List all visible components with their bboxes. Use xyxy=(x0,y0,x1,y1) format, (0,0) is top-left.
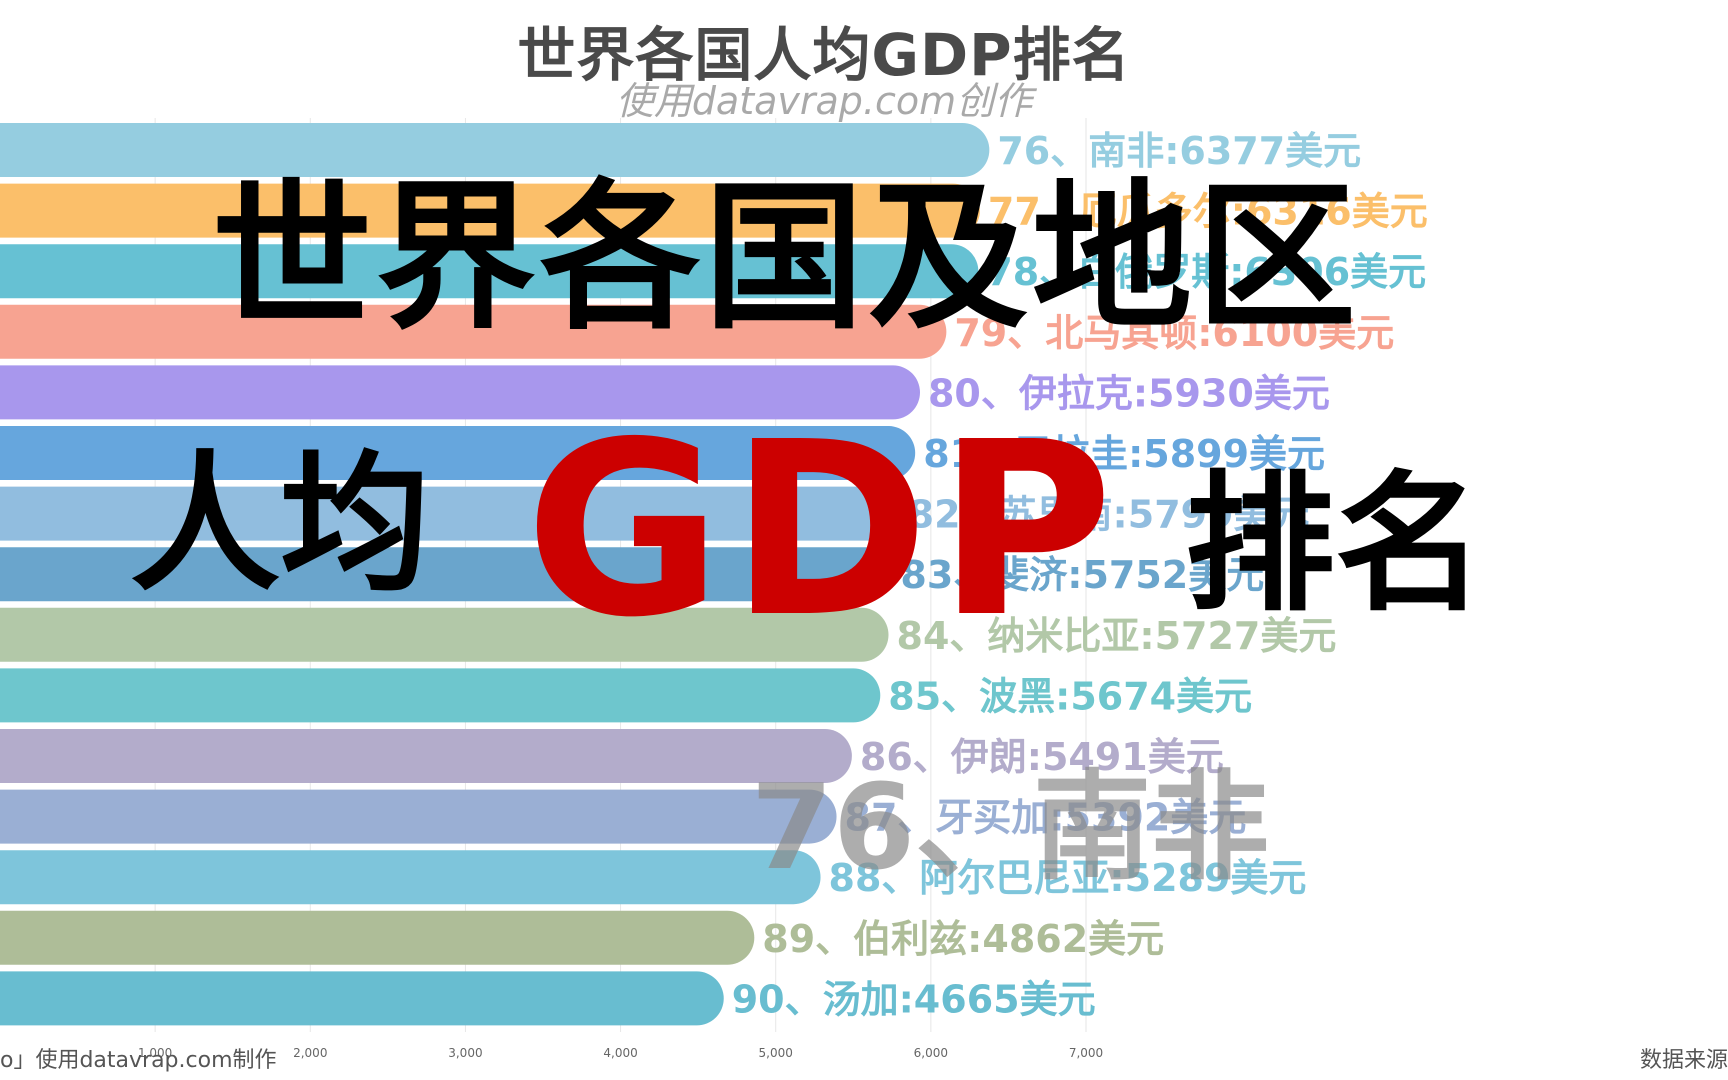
bar xyxy=(0,850,821,904)
bar xyxy=(0,790,837,844)
x-tick-label: 7,000 xyxy=(1069,1046,1103,1060)
overlay-paiming: 排名 xyxy=(1185,470,1485,620)
x-axis: 1,000 2,000 3,000 4,000 5,000 6,000 7,000 xyxy=(138,1046,1103,1060)
bar-label: 90、汤加:4665美元 xyxy=(732,977,1096,1021)
bar-label: 85、波黑:5674美元 xyxy=(888,674,1252,718)
x-tick-label: 3,000 xyxy=(448,1046,482,1060)
footer-credit: o」使用datavrap.com制作 xyxy=(0,1042,277,1074)
current-item-watermark: 76、南非 xyxy=(751,758,1269,896)
overlay-gdp: GDP xyxy=(525,410,1121,650)
footer-source: 数据来源 xyxy=(1640,1042,1728,1074)
overlay-renjun: 人均 xyxy=(130,450,430,600)
bar xyxy=(0,729,852,783)
overlay-title-line1: 世界各国及地区 xyxy=(212,178,1360,338)
chart-subtitle: 使用datavrap.com创作 xyxy=(0,70,1648,125)
x-tick-label: 5,000 xyxy=(759,1046,793,1060)
bar xyxy=(0,668,880,722)
x-tick-label: 6,000 xyxy=(914,1046,948,1060)
bar xyxy=(0,971,724,1025)
bar xyxy=(0,911,754,965)
x-tick-label: 2,000 xyxy=(293,1046,327,1060)
x-tick-label: 4,000 xyxy=(603,1046,637,1060)
bar-label: 89、伯利兹:4862美元 xyxy=(762,917,1164,961)
